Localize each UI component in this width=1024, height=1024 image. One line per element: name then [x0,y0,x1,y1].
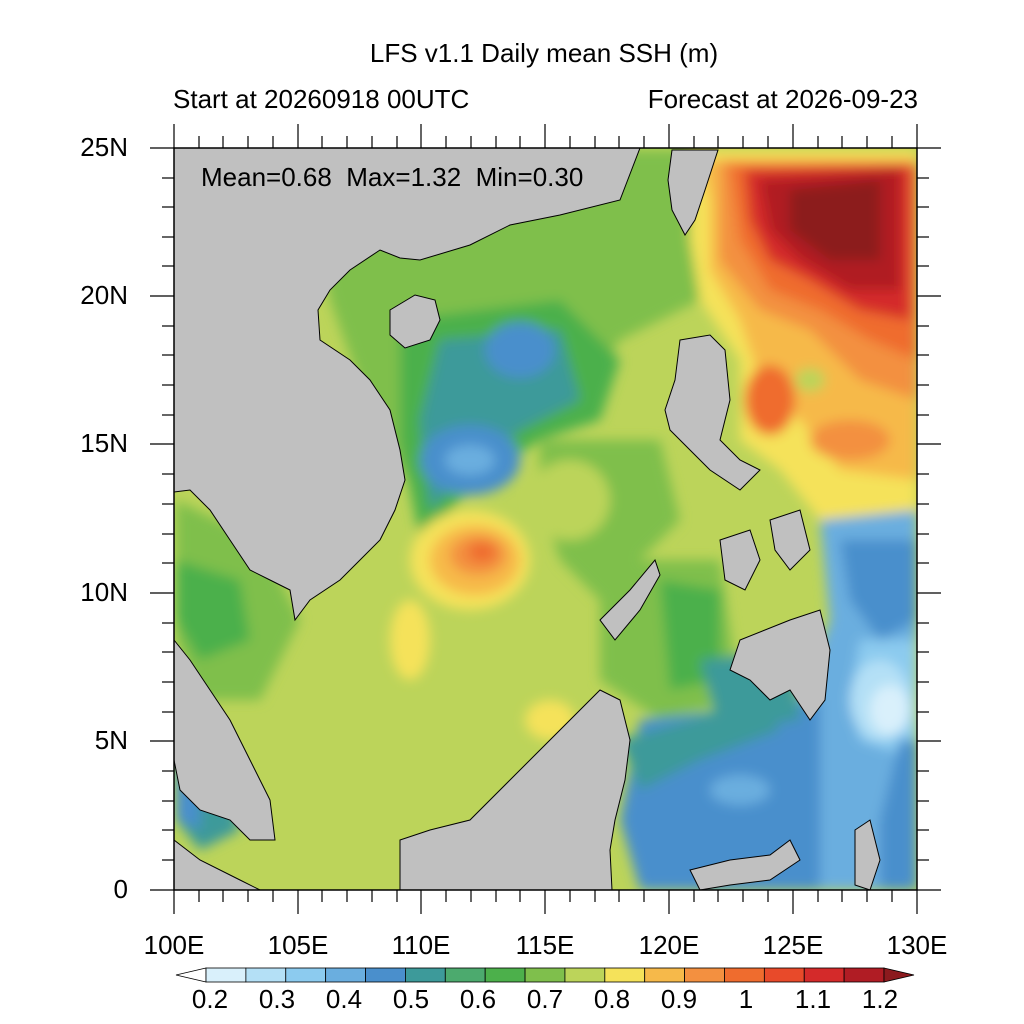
lat-label-15n: 15N [80,428,128,458]
lat-label-25n: 25N [80,132,128,162]
colorbar-label-0-7: 0.7 [526,984,564,1014]
lat-label-10n: 10N [80,577,128,607]
land-masses [174,148,881,890]
colorbar-segment [763,967,805,983]
lon-label-125e: 125E [762,930,824,960]
colorbar-label-0-3: 0.3 [258,984,296,1014]
colorbar-segment [843,967,885,983]
lat-label-5n: 5N [94,725,128,755]
colorbar-segment [365,967,406,983]
lon-ticks [173,124,918,914]
lat-ticks [150,147,941,891]
colorbar-segment [245,967,287,983]
lon-label-105e: 105E [267,930,329,960]
colorbar-label-0-9: 0.9 [660,984,698,1014]
lon-label-115e: 115E [515,930,575,960]
start-time-label: Start at 20260918 00UTC [173,84,470,114]
lon-label-110e: 110E [391,930,451,960]
colorbar-segment [564,967,606,983]
colorbar-segment [325,967,366,983]
colorbar-segment [175,967,207,983]
lon-label-100e: 100E [143,930,205,960]
colorbar-segment [205,967,247,983]
colorbar-segment [524,967,566,983]
colorbar-label-0-8: 0.8 [593,984,631,1014]
forecast-time-label: Forecast at 2026-09-23 [647,84,918,114]
colorbar-segment [724,967,765,983]
colorbar-label-0-4: 0.4 [325,984,363,1014]
map-title: LFS v1.1 Daily mean SSH (m) [369,38,719,68]
colorbar-label-1-1: 1.1 [794,984,832,1014]
ssh-field [174,148,917,890]
colorbar-segment [405,967,446,983]
lon-label-130e: 130E [886,930,948,960]
colorbar-segment [604,967,646,983]
colorbar-segment [803,967,845,983]
lat-label-20n: 20N [80,280,128,310]
lat-label-0: 0 [113,874,128,904]
colorbar-segment [444,967,486,983]
stats-text: Mean=0.68 Max=1.32 Min=0.30 [201,162,584,192]
colorbar-segment [484,967,526,983]
colorbar-label-0-6: 0.6 [459,984,497,1014]
colorbar-segment [684,967,725,983]
colorbar-label-0-2: 0.2 [191,984,229,1014]
lon-label-120e: 120E [638,930,700,960]
colorbar-segment [883,967,915,983]
colorbar-label-1: 1 [738,984,754,1014]
colorbar-segment [644,967,685,983]
colorbar-segment [285,967,327,983]
colorbar-label-0-5: 0.5 [392,984,430,1014]
colorbar [175,967,915,983]
colorbar-label-1-2: 1.2 [861,984,899,1014]
